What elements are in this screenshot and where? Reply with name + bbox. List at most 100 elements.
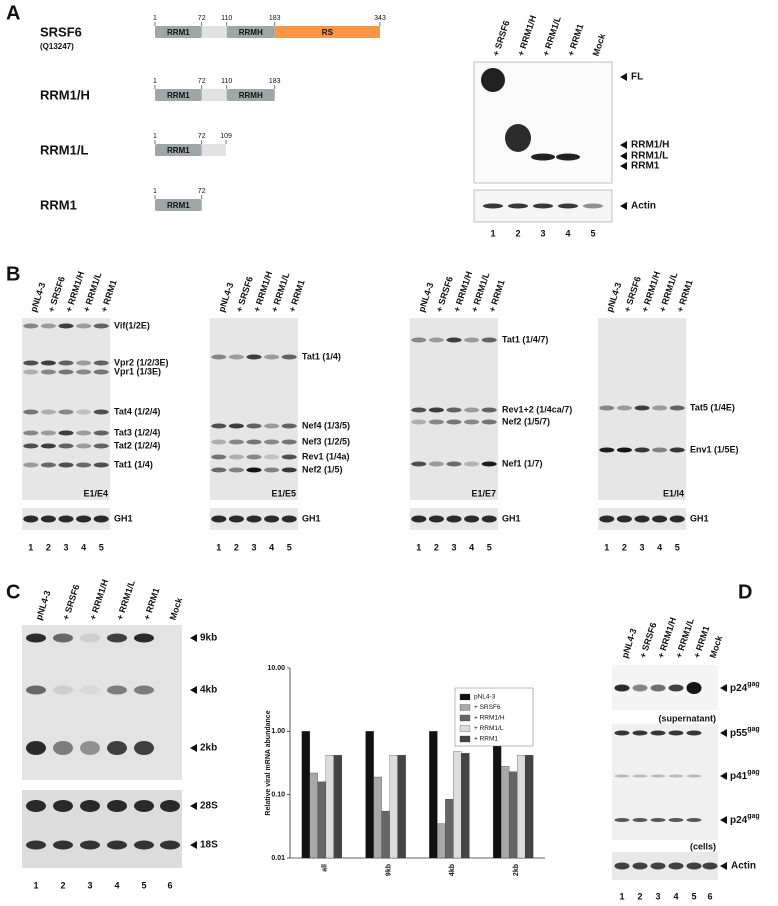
lane-label: + RRM1/H bbox=[88, 578, 111, 621]
band bbox=[134, 741, 154, 755]
lane-number: 3 bbox=[540, 228, 545, 238]
legend-swatch bbox=[459, 725, 471, 732]
superscript: gag bbox=[747, 681, 759, 688]
band bbox=[246, 439, 262, 445]
lane-number: 5 bbox=[590, 228, 595, 238]
y-tick-label: 0.10 bbox=[271, 792, 285, 799]
band bbox=[107, 685, 127, 695]
band-label: Nef3 (1/2/5) bbox=[302, 436, 350, 446]
bar bbox=[301, 731, 311, 859]
band bbox=[246, 467, 262, 473]
band bbox=[652, 447, 668, 453]
arrowhead bbox=[620, 162, 627, 170]
band bbox=[160, 840, 180, 850]
lane-number: 3 bbox=[251, 542, 256, 552]
band bbox=[481, 461, 497, 467]
lane-label: Mock bbox=[168, 595, 185, 621]
band bbox=[264, 439, 280, 445]
lane-number: 5 bbox=[675, 542, 680, 552]
band bbox=[614, 684, 630, 692]
domain-label: RRM1 bbox=[167, 201, 190, 210]
band bbox=[40, 360, 56, 366]
band-label: Tat3 (1/2/4) bbox=[114, 427, 160, 437]
band bbox=[93, 409, 109, 415]
band bbox=[428, 337, 444, 343]
legend-swatch bbox=[459, 704, 471, 711]
bar bbox=[445, 798, 454, 859]
band bbox=[481, 407, 497, 413]
band bbox=[93, 515, 109, 523]
position-label: 72 bbox=[198, 133, 206, 140]
band bbox=[58, 462, 74, 468]
band bbox=[93, 360, 109, 366]
lane-number: 1 bbox=[28, 542, 33, 552]
band bbox=[23, 515, 39, 523]
band bbox=[464, 419, 480, 425]
lane-number: 2 bbox=[434, 542, 439, 552]
band bbox=[632, 774, 648, 778]
band bbox=[508, 203, 528, 209]
lane-number: 4 bbox=[673, 891, 678, 901]
domain bbox=[155, 199, 202, 211]
arrowhead bbox=[720, 862, 727, 870]
band bbox=[531, 153, 555, 161]
band-label: p55gag bbox=[730, 726, 760, 739]
x-tick-label: 9kb bbox=[385, 864, 392, 876]
legend-label: + RRM1/H bbox=[474, 715, 505, 722]
bar bbox=[453, 751, 462, 859]
band bbox=[634, 515, 650, 523]
band bbox=[107, 800, 127, 812]
band bbox=[23, 430, 39, 436]
band bbox=[668, 730, 684, 736]
bar bbox=[437, 823, 446, 859]
lane-number: 2 bbox=[234, 542, 239, 552]
loading-label: GH1 bbox=[114, 513, 133, 523]
band bbox=[702, 862, 718, 870]
lane-label: + SRSF6 bbox=[61, 583, 82, 621]
band bbox=[58, 323, 74, 329]
band-label: Rev1+2 (1/4ca/7) bbox=[502, 404, 572, 414]
band bbox=[428, 407, 444, 413]
band bbox=[228, 467, 244, 473]
position-label: 109 bbox=[220, 133, 232, 140]
domain bbox=[155, 89, 202, 101]
lane-number: 1 bbox=[619, 891, 624, 901]
lane-label: pNL4-3 bbox=[416, 281, 435, 313]
band bbox=[93, 323, 109, 329]
band-label: p24gag bbox=[730, 681, 760, 694]
domain bbox=[155, 26, 202, 38]
bar bbox=[389, 755, 398, 859]
band bbox=[481, 515, 497, 523]
loading-label: Actin bbox=[631, 201, 656, 212]
position-label: 72 bbox=[198, 15, 206, 22]
band-label: 4kb bbox=[200, 685, 217, 696]
panel-label: C bbox=[6, 581, 20, 603]
band bbox=[211, 354, 227, 360]
primer-label: E1/E7 bbox=[471, 488, 496, 498]
band-label: Tat5 (1/4E) bbox=[690, 402, 735, 412]
superscript: gag bbox=[747, 726, 759, 733]
band bbox=[616, 447, 632, 453]
lane-number: 4 bbox=[657, 542, 662, 552]
band bbox=[246, 454, 262, 460]
band bbox=[614, 818, 630, 822]
bar bbox=[309, 772, 319, 859]
bar bbox=[381, 810, 390, 859]
band bbox=[556, 153, 580, 161]
band bbox=[40, 369, 56, 375]
band bbox=[80, 633, 100, 643]
lane-number: 3 bbox=[63, 542, 68, 552]
position-label: 1 bbox=[153, 188, 157, 195]
lane-number: 1 bbox=[33, 880, 38, 890]
arrowhead bbox=[720, 684, 727, 692]
lane-label: Mock bbox=[591, 31, 608, 57]
arrowhead bbox=[720, 816, 727, 824]
band bbox=[446, 461, 462, 467]
band bbox=[211, 467, 227, 473]
gel bbox=[210, 318, 298, 500]
superscript: gag bbox=[747, 769, 759, 776]
y-axis-label: Relative viral mRNA abundance bbox=[265, 710, 272, 815]
band-label: Env1 (1/5E) bbox=[690, 444, 739, 454]
band-label: Tat4 (1/2/4) bbox=[114, 406, 160, 416]
